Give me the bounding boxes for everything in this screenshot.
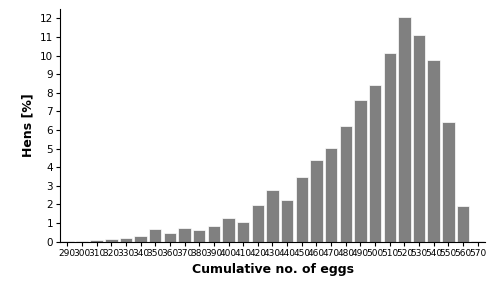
Bar xyxy=(472,241,484,242)
Bar xyxy=(281,200,293,242)
Y-axis label: Hens [%]: Hens [%] xyxy=(21,93,34,157)
Bar xyxy=(105,239,118,242)
Bar xyxy=(193,230,205,242)
Bar xyxy=(237,222,250,242)
Bar xyxy=(310,160,322,242)
Bar xyxy=(178,228,191,242)
Bar xyxy=(76,241,88,242)
Bar xyxy=(428,60,440,242)
Bar xyxy=(134,236,147,242)
Bar xyxy=(120,238,132,242)
Bar xyxy=(413,35,426,242)
Bar xyxy=(442,122,454,242)
X-axis label: Cumulative no. of eggs: Cumulative no. of eggs xyxy=(192,263,354,276)
Bar xyxy=(164,233,176,242)
Bar xyxy=(252,205,264,242)
Bar xyxy=(398,18,410,242)
Bar xyxy=(354,100,366,242)
Bar xyxy=(340,126,352,242)
Bar xyxy=(208,226,220,242)
Bar xyxy=(384,53,396,242)
Bar xyxy=(369,85,382,242)
Bar xyxy=(325,148,338,242)
Bar xyxy=(149,229,162,242)
Bar xyxy=(222,218,235,242)
Bar xyxy=(266,191,278,242)
Bar xyxy=(61,241,74,242)
Bar xyxy=(90,240,103,242)
Bar xyxy=(457,206,469,242)
Bar xyxy=(296,177,308,242)
